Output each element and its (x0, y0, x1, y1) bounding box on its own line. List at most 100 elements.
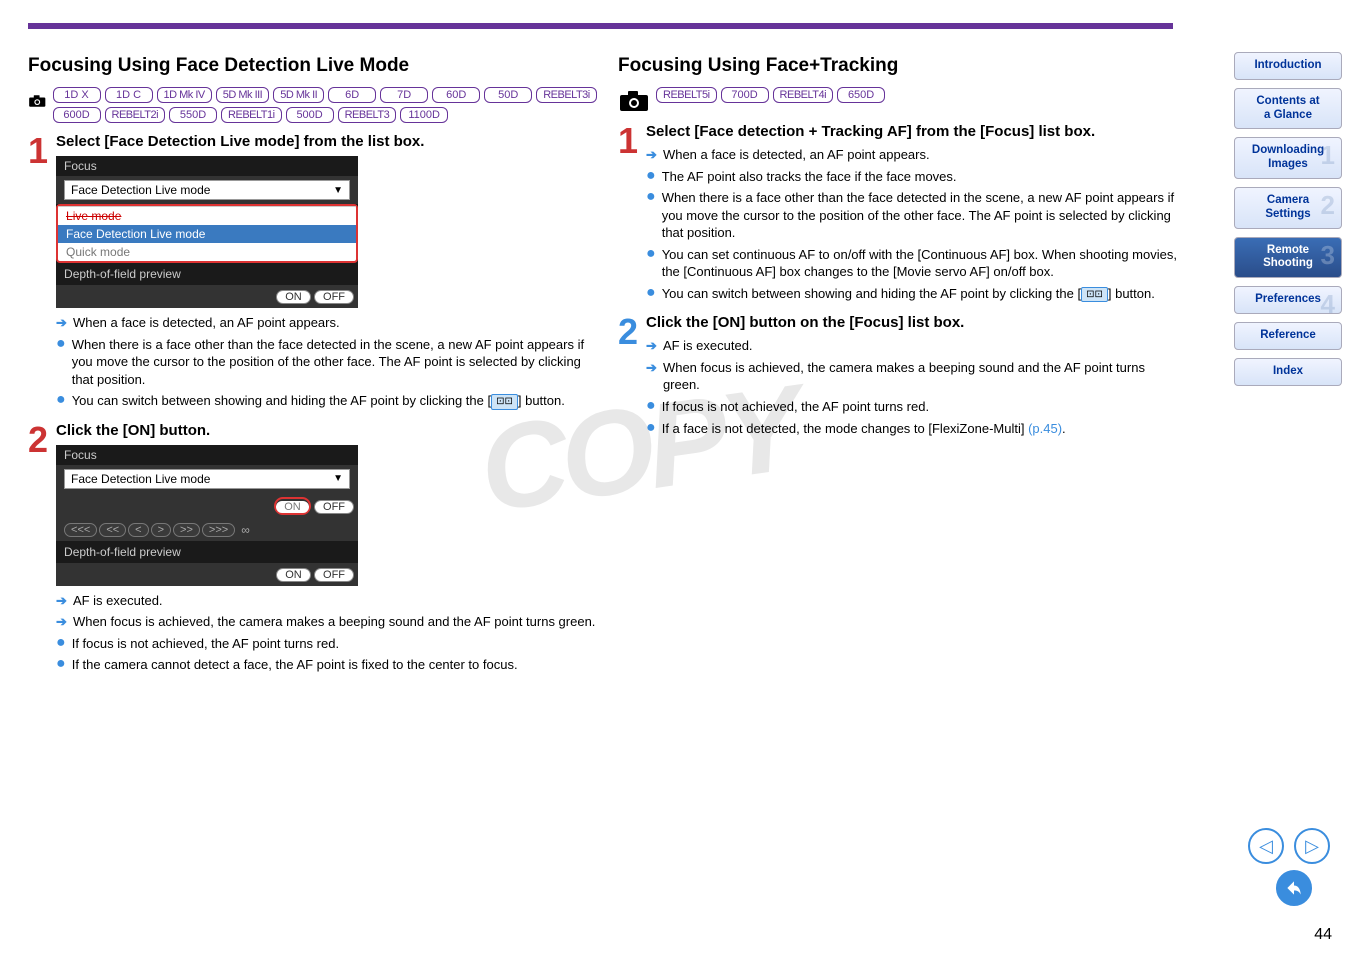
bullet-item: ➔AF is executed. (56, 592, 598, 610)
right-title: Focusing Using Face+Tracking (618, 55, 1181, 77)
bullet-icon: ● (646, 420, 656, 438)
bullet-text: When a face is detected, an AF point app… (73, 314, 340, 332)
bullet-text: When there is a face other than the face… (72, 336, 598, 389)
page-link[interactable]: (p.45) (1028, 421, 1062, 436)
depth-label: Depth-of-field preview (56, 263, 358, 285)
left-step-2: 2 Click the [ON] button. Focus Face Dete… (28, 422, 598, 678)
page-nav: ◁ ▷ (1248, 828, 1330, 864)
bullet-text: When focus is achieved, the camera makes… (663, 359, 1181, 394)
dropdown-value: Face Detection Live mode (71, 472, 210, 486)
focus-adjust-button[interactable]: < (128, 523, 148, 537)
focus-panel-2: Focus Face Detection Live mode▼ ON OFF <… (56, 445, 358, 586)
section-number: 4 (1321, 289, 1335, 320)
bullet-item: ●When there is a face other than the fac… (646, 189, 1181, 242)
option-live-mode[interactable]: Live mode (58, 206, 356, 225)
focus-adjust-button[interactable]: >> (173, 523, 200, 537)
bullet-item: ● If focus is not achieved, the AF point … (56, 635, 598, 653)
next-page-button[interactable]: ▷ (1294, 828, 1330, 864)
bullet-text: You can set continuous AF to on/off with… (662, 246, 1181, 281)
camera-tag: REBELT2i (105, 107, 166, 123)
bullet-text: If focus is not achieved, the AF point t… (72, 635, 339, 653)
bullet-item: ●You can set continuous AF to on/off wit… (646, 246, 1181, 281)
depth-label: Depth-of-field preview (56, 541, 358, 563)
camera-row-right: REBELT5i700DREBELT4i650D (618, 87, 1181, 113)
chevron-down-icon: ▼ (333, 473, 343, 484)
step-number: 2 (28, 426, 48, 678)
bullet-icon: ● (56, 336, 66, 389)
bullet-icon: ● (56, 635, 66, 653)
section-number: 1 (1321, 140, 1335, 171)
dropdown-row[interactable]: Face Detection Live mode ▼ (56, 465, 358, 493)
bullet-text: AF is executed. (663, 337, 753, 355)
step1-heading: Select [Face Detection Live mode] from t… (56, 133, 598, 150)
step-number: 1 (618, 127, 638, 306)
focus-mode-dropdown[interactable]: Face Detection Live mode▼ (64, 180, 350, 200)
dropdown-row[interactable]: Face Detection Live mode▼ (56, 176, 358, 204)
camera-tag: 7D (380, 87, 428, 103)
camera-tag: REBELT5i (656, 87, 717, 103)
bullet-icon: ● (646, 246, 656, 281)
option-face-detection[interactable]: Face Detection Live mode (58, 225, 356, 243)
bullet-text: AF is executed. (73, 592, 163, 610)
sidebar-item[interactable]: CameraSettings2 (1234, 187, 1342, 229)
bullet-item: ● If the camera cannot detect a face, the… (56, 656, 598, 674)
left-step-1: 1 Select [Face Detection Live mode] from… (28, 133, 598, 414)
camera-tag: REBELT1i (221, 107, 282, 123)
af-point-toggle-icon: ⊡⊡ (1081, 287, 1108, 303)
section-number: 3 (1321, 240, 1335, 271)
off-button[interactable]: OFF (314, 568, 354, 582)
off-button[interactable]: OFF (314, 500, 354, 514)
focus-adjust-button[interactable]: <<< (64, 523, 97, 537)
bullet-item: ➔When a face is detected, an AF point ap… (646, 146, 1181, 164)
bullet-text: If a face is not detected, the mode chan… (662, 420, 1066, 438)
dropdown-options: Live mode Face Detection Live mode Quick… (56, 204, 358, 263)
on-button-highlighted[interactable]: ON (276, 501, 309, 513)
page-number: 44 (1314, 926, 1332, 944)
off-button[interactable]: OFF (314, 290, 354, 304)
camera-tag: 1100D (400, 107, 448, 123)
camera-tag: 650D (837, 87, 885, 103)
camera-icon (28, 89, 47, 113)
focus-adjust-button[interactable]: >>> (202, 523, 235, 537)
bullet-text: You can switch between showing and hidin… (662, 285, 1155, 303)
bullet-icon: ● (646, 189, 656, 242)
sidebar-item[interactable]: Contents ata Glance (1234, 88, 1342, 130)
sidebar-nav: Introduction Contents ata Glance Downloadi… (1228, 52, 1348, 386)
focus-adjust-button[interactable]: << (99, 523, 126, 537)
step2-heading: Click the [ON] button. (56, 422, 598, 439)
camera-tag: 550D (169, 107, 217, 123)
prev-page-button[interactable]: ◁ (1248, 828, 1284, 864)
focus-adjust-button[interactable]: > (151, 523, 171, 537)
on-button[interactable]: ON (276, 290, 311, 304)
bullet-text: If the camera cannot detect a face, the … (72, 656, 518, 674)
bullet-icon: ● (56, 656, 66, 674)
step-number: 1 (28, 137, 48, 414)
right-step-2: 2 Click the [ON] button on the [Focus] l… (618, 314, 1181, 441)
sidebar-item[interactable]: Index (1234, 358, 1342, 386)
sidebar-item[interactable]: DownloadingImages1 (1234, 137, 1342, 179)
on-button[interactable]: ON (276, 568, 311, 582)
bullet-text: When there is a face other than the face… (662, 189, 1181, 242)
camera-tag: REBELT3 (338, 107, 397, 123)
panel-title: Focus (56, 156, 358, 176)
focus-mode-dropdown[interactable]: Face Detection Live mode ▼ (64, 469, 350, 489)
camera-tag: 500D (286, 107, 334, 123)
sidebar-item[interactable]: Reference (1234, 322, 1342, 350)
camera-tag: REBELT3i (536, 87, 597, 103)
bullet-item: ➔When a face is detected, an AF point ap… (56, 314, 598, 332)
return-button[interactable] (1276, 870, 1312, 906)
bullet-icon: ● (646, 398, 656, 416)
sidebar-item[interactable]: RemoteShooting3 (1234, 237, 1342, 279)
sidebar-item[interactable]: Introduction (1234, 52, 1342, 80)
bullet-item: ●If focus is not achieved, the AF point … (646, 398, 1181, 416)
camera-tag: 600D (53, 107, 101, 123)
sidebar-item[interactable]: Preferences4 (1234, 286, 1342, 314)
option-quick-mode[interactable]: Quick mode (58, 243, 356, 261)
focus-panel-1: Focus Face Detection Live mode▼ Live mod… (56, 156, 358, 308)
camera-tag: REBELT4i (773, 87, 834, 103)
camera-tag: 1D C (105, 87, 153, 103)
arrow-icon: ➔ (646, 146, 657, 164)
bullet-item: ➔When focus is achieved, the camera make… (646, 359, 1181, 394)
bullet-item: ● If a face is not detected, the mode cha… (646, 420, 1181, 438)
chevron-down-icon: ▼ (333, 185, 343, 196)
